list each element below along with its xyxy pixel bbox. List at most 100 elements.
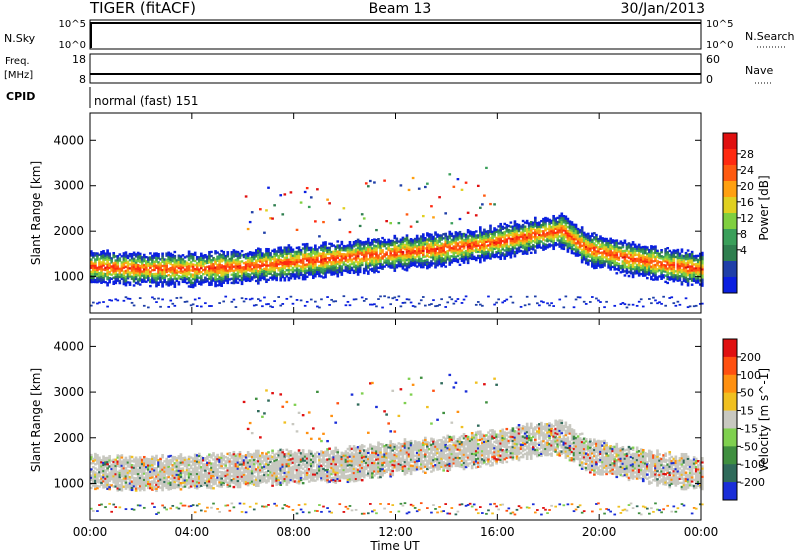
echo-cell — [574, 229, 578, 233]
echo-cell — [163, 270, 166, 273]
echo-cell — [157, 475, 160, 478]
echo-cell — [470, 235, 474, 238]
echo-cell — [108, 266, 111, 270]
echo-cell — [189, 476, 193, 480]
echo-cell — [393, 261, 397, 264]
echo-cell — [489, 257, 492, 260]
echo-cell — [348, 245, 352, 248]
echo-cell — [521, 246, 525, 249]
echo-cell — [142, 253, 146, 257]
echo-cell — [144, 480, 148, 483]
echo-cell — [226, 255, 230, 258]
echo-cell — [98, 464, 101, 468]
echo-cell — [167, 269, 171, 273]
y-tick-label: 3000 — [53, 179, 84, 193]
echo-cell — [338, 248, 342, 251]
echo-cell — [275, 266, 278, 269]
echo-cell — [130, 255, 134, 258]
echo-cell — [169, 471, 173, 474]
echo-cell — [474, 238, 478, 241]
echo-cell — [108, 475, 111, 478]
echo-cell — [373, 181, 376, 184]
echo-cell — [314, 264, 317, 268]
echo-cell — [450, 251, 454, 254]
echo-cell — [617, 246, 621, 249]
echo-cell — [157, 273, 160, 276]
echo-cell — [94, 481, 97, 484]
echo-cell — [389, 243, 393, 247]
echo-cell — [161, 254, 164, 257]
echo-cell — [643, 268, 647, 271]
echo-cell — [124, 481, 128, 484]
echo-cell — [130, 472, 134, 475]
echo-cell — [419, 251, 423, 255]
echo-cell — [609, 247, 612, 251]
echo-cell — [460, 237, 464, 240]
echo-cell — [118, 479, 122, 483]
echo-cell — [224, 269, 228, 272]
echo-cell — [305, 255, 309, 258]
echo-cell — [426, 240, 429, 243]
echo-cell — [397, 248, 401, 251]
echo-cell — [208, 253, 211, 256]
echo-cell — [621, 241, 625, 245]
echo-cell — [314, 250, 317, 253]
echo-cell — [381, 265, 384, 268]
echo-cell — [356, 238, 360, 241]
echo-cell — [401, 257, 405, 260]
echo-cell — [466, 235, 470, 238]
echo-cell — [662, 263, 665, 267]
echo-cell — [448, 296, 452, 299]
echo-cell — [395, 299, 399, 301]
echo-cell — [466, 255, 470, 258]
echo-cell — [138, 297, 142, 300]
echo-cell — [179, 461, 183, 464]
echo-cell — [452, 259, 456, 263]
echo-cell — [161, 252, 164, 255]
echo-cell — [452, 253, 456, 256]
echo-cell — [328, 202, 331, 205]
echo-cell — [460, 243, 464, 246]
echo-cell — [224, 273, 228, 276]
echo-cell — [250, 263, 254, 267]
echo-cell — [448, 249, 452, 252]
echo-cell — [265, 252, 268, 255]
echo-cell — [183, 256, 187, 259]
echo-cell — [142, 259, 146, 263]
echo-cell — [580, 240, 584, 243]
echo-cell — [560, 237, 564, 240]
echo-cell — [525, 234, 529, 237]
echo-cell — [474, 236, 478, 239]
echo-cell — [104, 258, 107, 261]
echo-cell — [259, 274, 262, 278]
echo-cell — [189, 479, 193, 482]
echo-cell — [173, 484, 177, 488]
echo-cell — [96, 486, 99, 490]
echo-cell — [442, 257, 445, 260]
echo-cell — [515, 233, 519, 236]
echo-cell — [588, 243, 592, 246]
echo-cell — [664, 270, 667, 273]
echo-cell — [641, 266, 645, 269]
echo-cell — [686, 271, 690, 275]
echo-cell — [360, 263, 364, 267]
echo-cell — [533, 249, 537, 252]
echo-cell — [234, 268, 238, 272]
echo-cell — [635, 247, 639, 250]
echo-cell — [250, 255, 254, 259]
echo-cell — [456, 178, 460, 181]
echo-cell — [324, 257, 327, 260]
echo-cell — [267, 272, 270, 275]
echo-cell — [505, 230, 509, 233]
echo-cell — [536, 236, 539, 239]
echo-cell — [197, 262, 201, 265]
echo-cell — [487, 236, 490, 239]
echo-cell — [100, 267, 103, 270]
echo-cell — [454, 259, 458, 263]
echo-cell — [570, 239, 574, 242]
echo-cell — [444, 306, 448, 308]
echo-cell — [173, 277, 177, 280]
echo-cell — [684, 276, 688, 279]
echo-cell — [167, 475, 171, 479]
echo-cell — [281, 303, 285, 305]
